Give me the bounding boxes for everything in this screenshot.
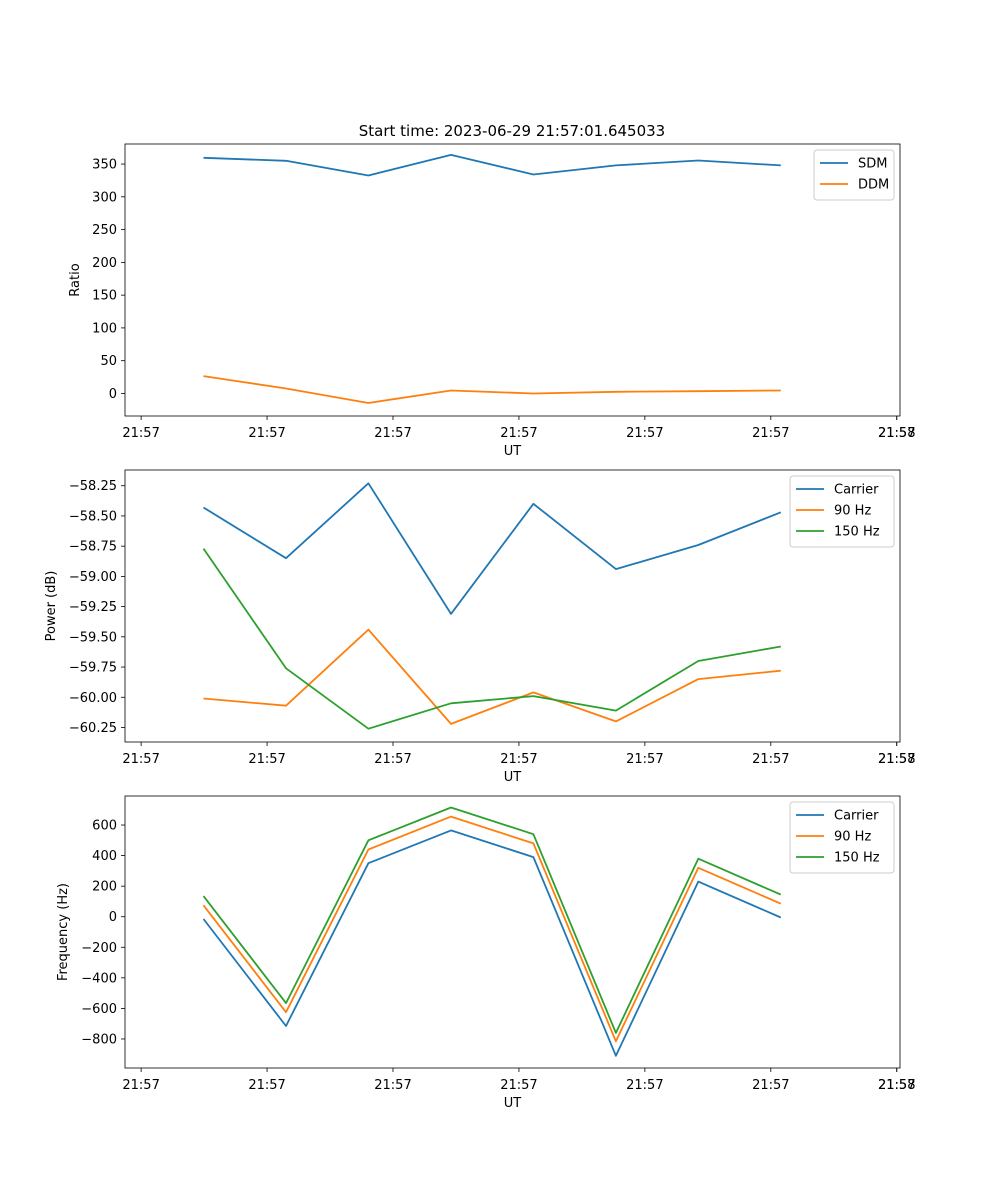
y-axis-label: Ratio	[68, 263, 83, 296]
legend-box	[789, 475, 895, 548]
series-line-150-hz	[202, 806, 782, 1034]
axes-frame	[124, 795, 901, 1069]
x-tick-label: 21:57	[878, 752, 915, 767]
legend-label: 150 Hz	[834, 851, 880, 866]
x-tick-label: 21:57	[878, 426, 915, 441]
series-line-carrier	[202, 829, 782, 1057]
y-tick-label: 100	[92, 321, 117, 336]
y-axis-label: Frequency (Hz)	[56, 883, 71, 981]
y-tick-label: 200	[92, 880, 117, 895]
x-tick-label: 21:58	[878, 752, 915, 767]
axes-frame	[124, 469, 901, 743]
y-tick-label: 350	[92, 158, 117, 173]
x-tick-label: 21:57	[752, 426, 789, 441]
y-tick-label: −59.75	[69, 661, 117, 676]
x-tick-label: 21:57	[752, 1078, 789, 1093]
x-tick-label: 21:57	[500, 426, 537, 441]
series-line-sdm	[203, 153, 781, 177]
series-line-90-hz	[203, 628, 781, 725]
series-line-150-hz	[202, 548, 781, 730]
y-tick-label: 300	[92, 190, 117, 205]
legend-label: Carrier	[834, 483, 879, 498]
y-tick-label: 0	[109, 387, 117, 402]
legend-label: 150 Hz	[834, 525, 880, 540]
y-tick-label: 150	[92, 289, 117, 304]
x-tick-label: 21:57	[122, 1078, 159, 1093]
x-tick-label: 21:58	[878, 426, 915, 441]
y-tick-label: −58.25	[69, 479, 117, 494]
x-tick-label: 21:57	[248, 426, 285, 441]
legend: Carrier 90 Hz 150 Hz	[789, 801, 895, 874]
x-tick-label: 21:57	[374, 1078, 411, 1093]
figure-title: Start time: 2023-06-29 21:57:01.645033	[359, 122, 665, 140]
x-tick-label: 21:57	[500, 1078, 537, 1093]
x-axis-label: UT	[504, 770, 522, 785]
axes-frame	[124, 143, 901, 417]
y-tick-label: −59.50	[69, 630, 117, 645]
y-tick-label: 400	[92, 849, 117, 864]
x-tick-label: 21:57	[500, 752, 537, 767]
y-axis-label: Power (dB)	[44, 571, 59, 642]
y-tick-label: 250	[92, 223, 117, 238]
x-tick-label: 21:57	[248, 752, 285, 767]
x-tick-label: 21:57	[248, 1078, 285, 1093]
subplot-2: −58.25 −58.50 −58.75 −59.00 −59.25 −59.50 −59.…	[44, 469, 915, 785]
x-tick-label: 21:58	[878, 1078, 915, 1093]
x-axis-label: UT	[504, 444, 522, 459]
x-tick-label: 21:57	[626, 752, 663, 767]
y-tick-label: 600	[92, 819, 117, 834]
y-tick-label: 0	[109, 910, 117, 925]
legend-box	[789, 801, 895, 874]
y-tick-label: −59.25	[69, 600, 117, 615]
legend-label: 90 Hz	[834, 504, 871, 519]
x-tick-label: 21:57	[878, 1078, 915, 1093]
legend: SDM DDM	[813, 149, 895, 201]
y-tick-label: −200	[81, 941, 117, 956]
x-tick-label: 21:57	[626, 426, 663, 441]
x-axis-label: UT	[504, 1096, 522, 1111]
x-tick-label: 21:57	[122, 752, 159, 767]
series-line-ddm	[203, 375, 781, 404]
legend-label: Carrier	[834, 809, 879, 824]
legend-label: SDM	[858, 157, 887, 172]
legend-label: DDM	[858, 178, 889, 193]
y-tick-label: −800	[81, 1032, 117, 1047]
legend-label: 90 Hz	[834, 830, 871, 845]
x-tick-label: 21:57	[752, 752, 789, 767]
x-tick-label: 21:57	[122, 426, 159, 441]
y-tick-label: −58.50	[69, 509, 117, 524]
series-line-90-hz	[202, 815, 782, 1043]
y-tick-label: 50	[100, 354, 117, 369]
x-tick-label: 21:57	[374, 752, 411, 767]
x-tick-label: 21:57	[626, 1078, 663, 1093]
y-tick-label: −600	[81, 1002, 117, 1017]
y-tick-label: −400	[81, 971, 117, 986]
y-tick-label: −60.25	[69, 721, 117, 736]
y-tick-label: −60.00	[69, 691, 117, 706]
y-tick-label: −59.00	[69, 570, 117, 585]
y-tick-label: −58.75	[69, 540, 117, 555]
y-tick-label: 200	[92, 256, 117, 271]
x-tick-label: 21:57	[374, 426, 411, 441]
series-line-carrier	[203, 482, 782, 615]
legend: Carrier 90 Hz 150 Hz	[789, 475, 895, 548]
